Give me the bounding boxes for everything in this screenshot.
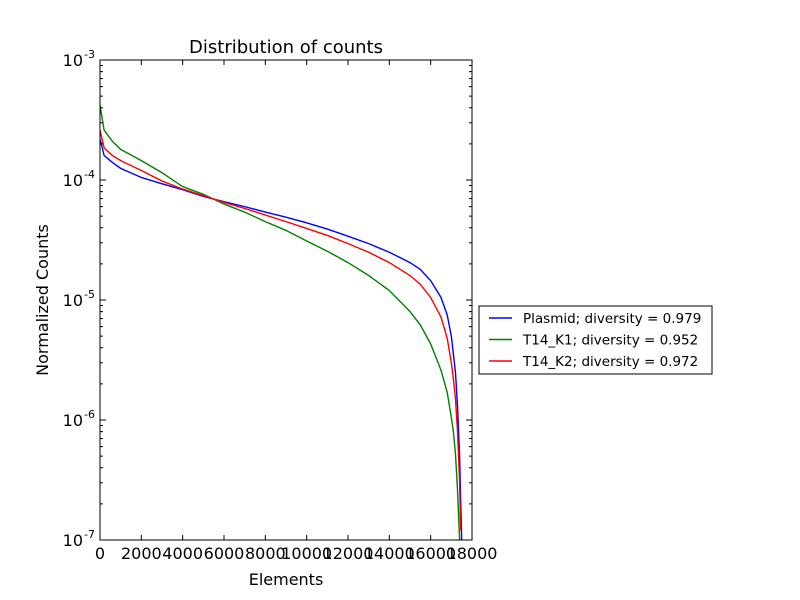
- y-tick-exponent: -4: [84, 168, 95, 181]
- x-tick-label: 2000: [121, 544, 162, 563]
- legend: Plasmid; diversity = 0.979 T14_K1; divers…: [478, 305, 713, 375]
- x-tick-label: 10000: [281, 544, 332, 563]
- x-tick-label: 12000: [323, 544, 374, 563]
- legend-box: [478, 305, 713, 375]
- legend-label-1: Plasmid; diversity = 0.979: [523, 311, 701, 327]
- plot-area: [100, 105, 463, 540]
- y-tick-exponent: -5: [84, 288, 95, 301]
- x-tick-label: 4000: [162, 544, 203, 563]
- x-tick-label: 8000: [245, 544, 286, 563]
- y-tick-exponent: -6: [84, 408, 95, 421]
- y-tick-label: 10: [63, 411, 83, 430]
- y-tick-exponent: -3: [84, 48, 95, 61]
- y-tick-label: 10: [63, 51, 83, 70]
- series-line-1: [100, 138, 463, 540]
- x-tick-label: 6000: [204, 544, 245, 563]
- x-tick-label: 14000: [364, 544, 415, 563]
- y-tick-label: 10: [63, 531, 83, 550]
- y-tick-label: 10: [63, 171, 83, 190]
- series-line-3: [100, 130, 462, 531]
- x-tick-label: 16000: [405, 544, 456, 563]
- series-line-2: [100, 105, 461, 540]
- x-axis: 0 2000 4000 6000 800010000120001400016000180…: [95, 60, 498, 563]
- y-tick-exponent: -7: [84, 528, 95, 541]
- y-axis-label: Normalized Counts: [33, 224, 52, 376]
- x-tick-label: 0: [95, 544, 105, 563]
- legend-label-3: T14_K2; diversity = 0.972: [522, 354, 698, 370]
- x-tick-label: 18000: [447, 544, 498, 563]
- y-tick-label: 10: [63, 291, 83, 310]
- series-layer: [100, 105, 463, 540]
- chart-title: Distribution of counts: [189, 37, 383, 58]
- x-axis-label: Elements: [249, 570, 324, 589]
- y-axis: 10-710-610-510-410-3: [63, 48, 472, 550]
- legend-label-2: T14_K1; diversity = 0.952: [522, 333, 698, 349]
